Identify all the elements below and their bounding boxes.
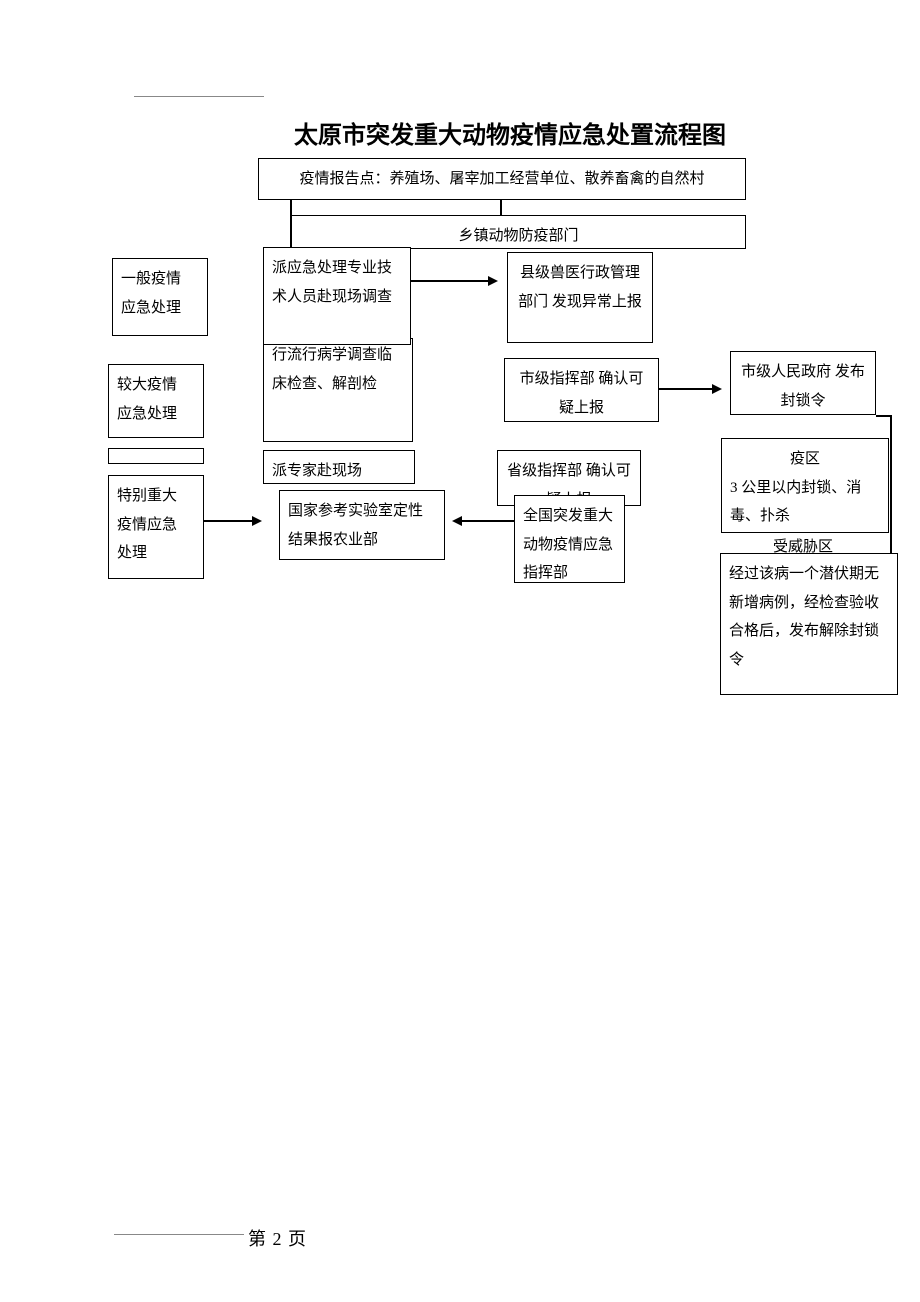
box-text: 全国突发重大动物疫情应急指挥部 [523,508,613,581]
box-text: 较大疫情 应急处理 [117,377,177,422]
box-severe-handling: 特别重大 疫情应急 处理 [108,475,204,579]
box-blank-small [108,448,204,464]
box-text: 乡镇动物防疫部门 [458,228,578,244]
box-text: 一般疫情 应急处理 [121,271,181,316]
box-text: 国家参考实验室定性结果报农业部 [288,503,423,548]
box-county-vet: 县级兽医行政管理部门 发现异常上报 [507,252,653,343]
box-release-lockdown: 经过该病一个潜伏期无新增病例，经检查验收合格后，发布解除封锁令 [720,553,898,695]
page-number: 第 2 页 [248,1225,307,1251]
box-text: 经过该病一个潜伏期无新增病例，经检查验收合格后，发布解除封锁令 [729,566,879,668]
box-general-handling: 一般疫情 应急处理 [112,258,208,336]
box-dispatch-investigate: 派应急处理专业技术人员赴现场调查 [263,247,411,345]
header-rule [134,96,264,97]
box-text: 行流行病学调查临床检查、解剖检 [272,347,392,392]
page-title: 太原市突发重大动物疫情应急处置流程图 [230,115,790,150]
box-text: 派应急处理专业技术人员赴现场调查 [272,260,392,305]
box-report-points: 疫情报告点：养殖场、屠宰加工经营单位、散养畜禽的自然村 [258,158,746,200]
box-text: 特别重大 疫情应急 处理 [117,488,177,561]
box-epidemic-zone: 疫区 3 公里以内封锁、消毒、扑杀 [721,438,889,533]
box-national-command: 全国突发重大动物疫情应急指挥部 [514,495,625,583]
box-text: 市级指挥部 确认可疑上报 [520,371,644,416]
footer-rule [114,1234,244,1235]
box-text: 疫情报告点：养殖场、屠宰加工经营单位、散养畜禽的自然村 [299,171,704,187]
box-expert-epidemiology: 派专家赴现场进 行流行病学调查临床检查、解剖检 [263,338,413,442]
box-city-government: 市级人民政府 发布封锁令 [730,351,876,415]
box-township-dept: 乡镇动物防疫部门 [291,215,746,249]
zone-body: 3 公里以内封锁、消毒、扑杀 [730,474,880,531]
box-city-command: 市级指挥部 确认可疑上报 [504,358,659,422]
box-dispatch-expert: 派专家赴现场 [263,450,415,484]
box-text: 市级人民政府 发布封锁令 [741,364,865,409]
box-text: 县级兽医行政管理部门 发现异常上报 [518,265,642,310]
box-national-lab: 国家参考实验室定性结果报农业部 [279,490,445,560]
zone-title: 疫区 [730,445,880,474]
box-text: 派专家赴现场 [272,463,362,479]
box-major-handling: 较大疫情 应急处理 [108,364,204,438]
